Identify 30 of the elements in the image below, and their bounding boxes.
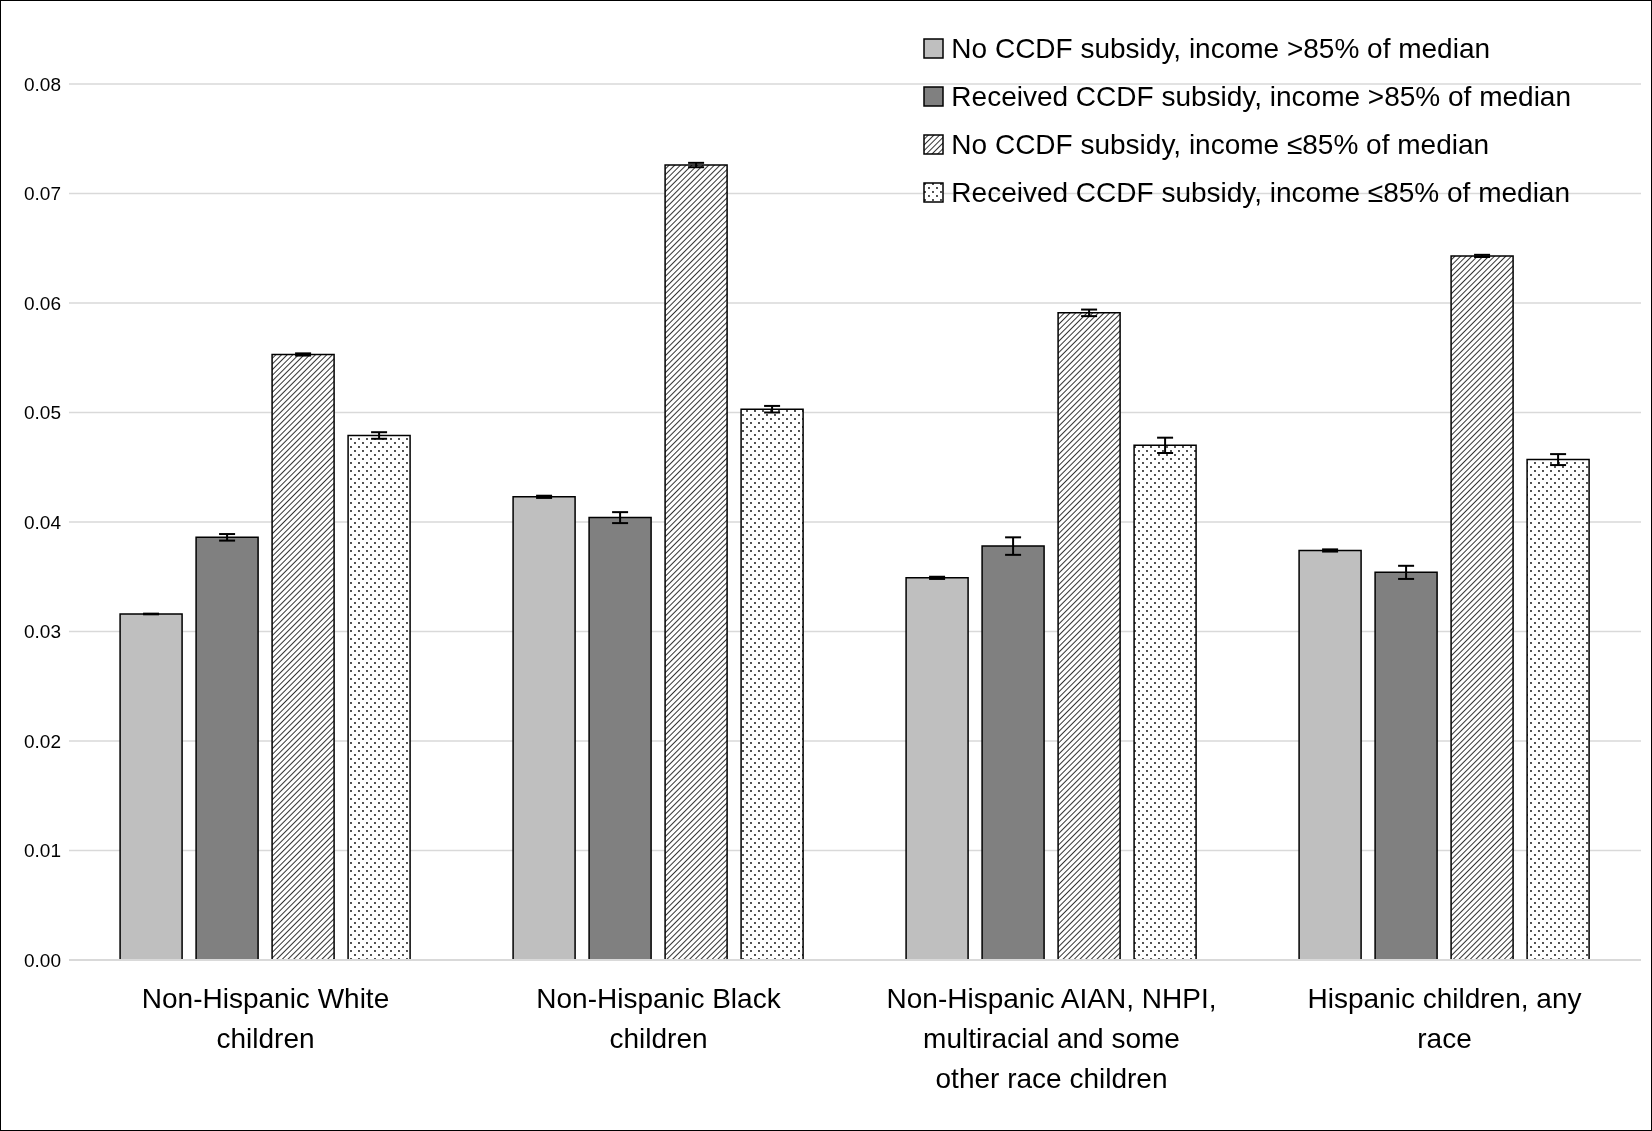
y-tick-label: 0.01 <box>24 840 61 862</box>
y-tick-label: 0.02 <box>24 730 61 752</box>
bar <box>664 164 728 960</box>
bar <box>512 496 576 960</box>
bar <box>740 408 804 960</box>
y-tick-label: 0.06 <box>24 292 61 314</box>
bar <box>1298 549 1362 960</box>
y-tick-label: 0.08 <box>24 73 61 95</box>
legend-label: Received CCDF subsidy, income ≤85% of median <box>951 176 1571 210</box>
y-tick-label: 0.03 <box>24 621 61 643</box>
bar <box>1526 458 1590 960</box>
bar <box>195 536 259 960</box>
bar <box>588 516 652 960</box>
x-tick-label: Non-Hispanic Black children <box>536 983 782 1054</box>
y-tick-label: 0.04 <box>24 511 62 533</box>
legend-label: No CCDF subsidy, income ≤85% of median <box>951 128 1490 162</box>
y-tick-label: 0.05 <box>24 402 61 424</box>
bar <box>905 577 969 960</box>
bar <box>119 613 183 960</box>
legend-label: No CCDF subsidy, income >85% of median <box>951 32 1491 66</box>
x-tick-label: Non-Hispanic White children <box>141 983 390 1054</box>
bar <box>271 353 335 960</box>
x-tick-label: Non-Hispanic AIAN, NHPI, multiracial and some other race children <box>886 983 1217 1094</box>
bar <box>347 434 411 960</box>
x-tick-label: Hispanic children, any race <box>1307 983 1582 1054</box>
bar <box>1057 312 1121 960</box>
y-tick-label: 0.07 <box>24 183 61 205</box>
y-tick-label: 0.00 <box>24 949 61 971</box>
bar <box>1450 255 1514 960</box>
legend-label: Received CCDF subsidy, income >85% of median <box>951 80 1571 114</box>
